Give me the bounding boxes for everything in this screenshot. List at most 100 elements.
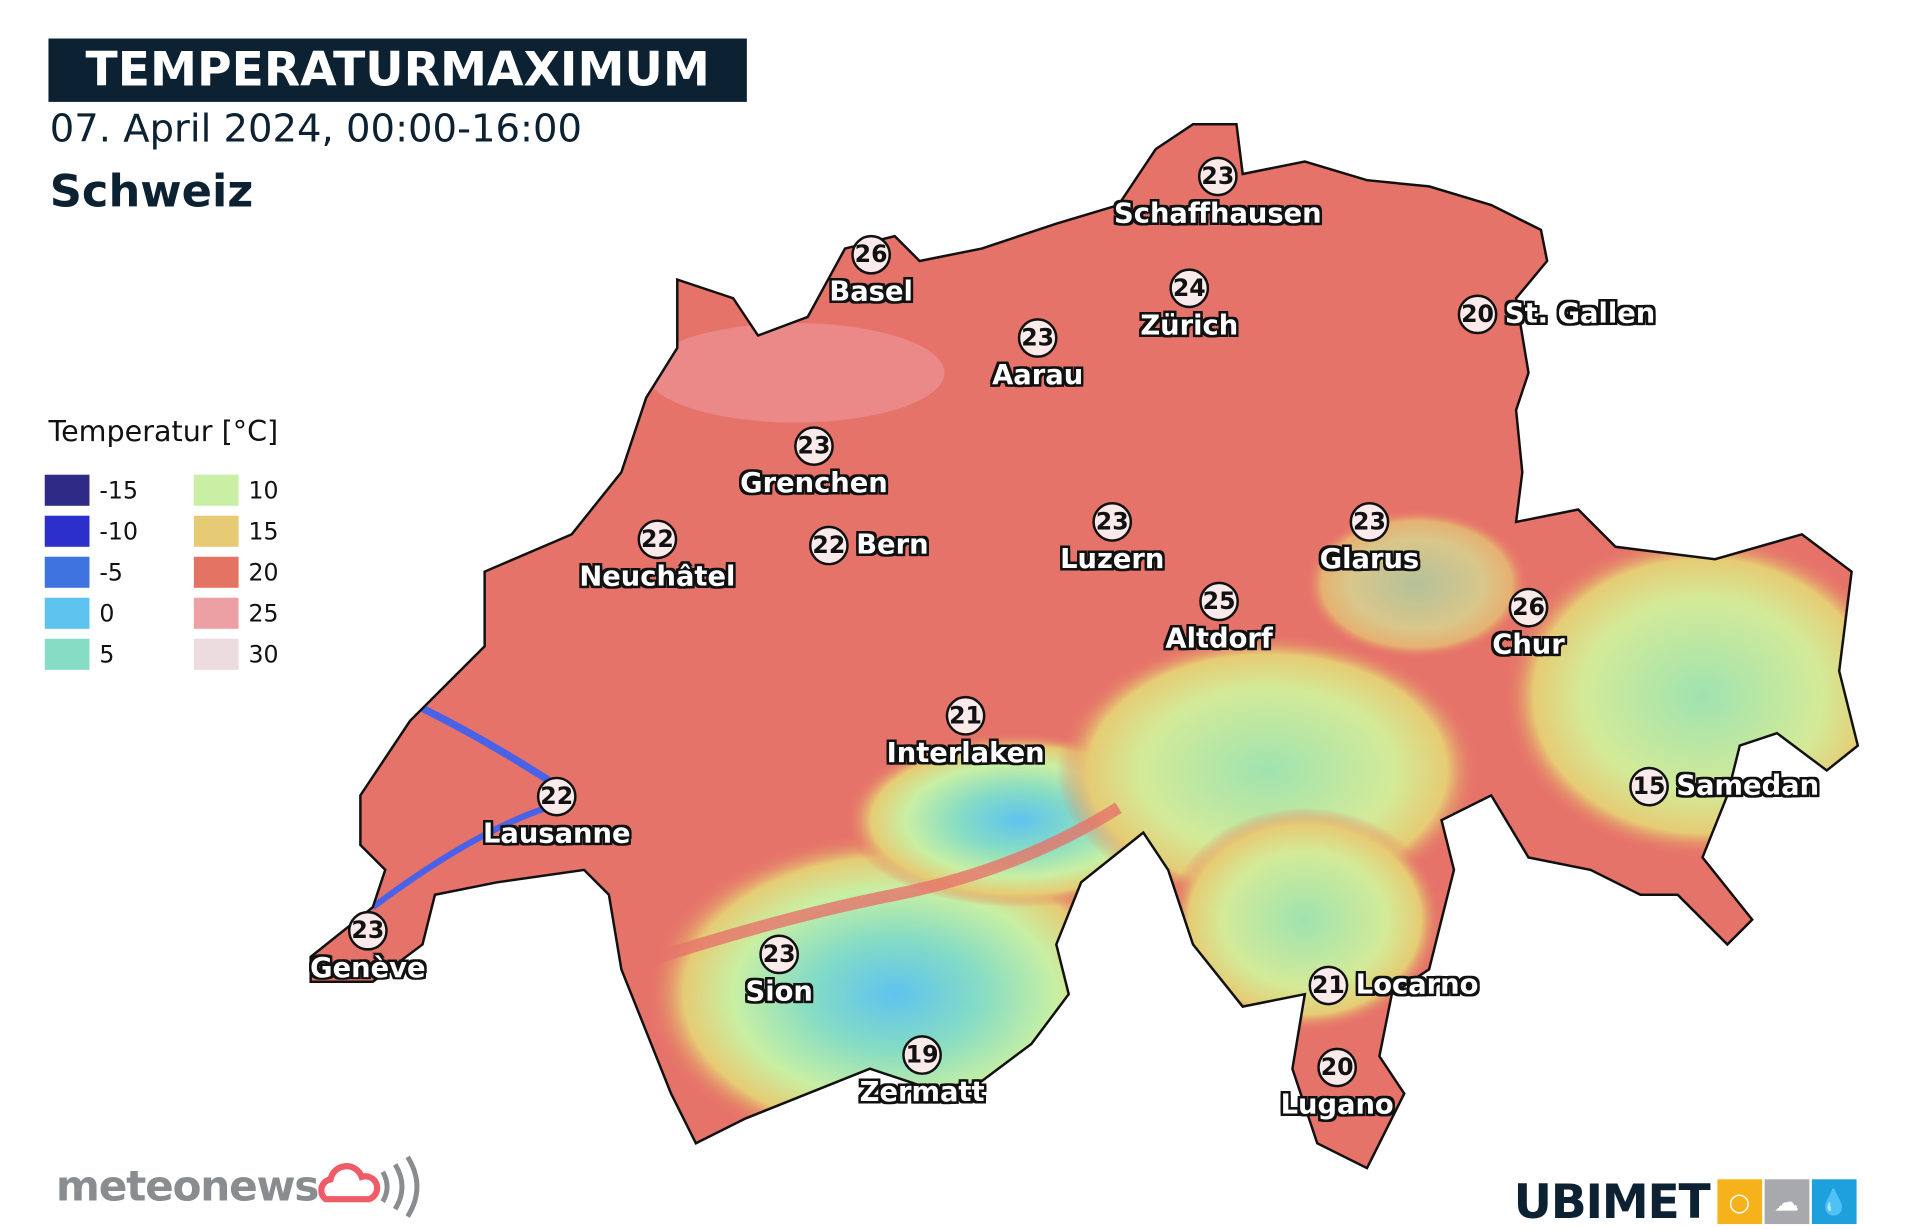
temperature-value: 22 [637, 519, 678, 560]
city-label: St. Gallen [1504, 298, 1656, 330]
legend-swatch [193, 556, 239, 588]
city-label: Glarus [1319, 544, 1420, 576]
city-label: Luzern [1060, 544, 1165, 576]
legend-swatch [193, 638, 239, 670]
legend-value: 30 [248, 640, 279, 668]
region-name: Schweiz [49, 166, 254, 218]
temperature-value: 22 [536, 776, 577, 817]
legend-value: -15 [99, 476, 138, 504]
legend-item: 15 [193, 515, 343, 547]
legend-swatch [44, 515, 90, 547]
temperature-value: 23 [347, 910, 388, 951]
map-title: TEMPERATURMAXIMUM [48, 38, 747, 102]
meteonews-logo-text: meteonews [55, 1161, 320, 1212]
ubimet-logo-text: UBIMET [1513, 1174, 1711, 1229]
temperature-value: 25 [1199, 581, 1239, 622]
legend-value: 5 [99, 640, 115, 668]
city-label: Interlaken [886, 738, 1045, 770]
city-marker: 24 Zürich [1140, 268, 1238, 342]
city-marker: 23 Glarus [1320, 502, 1419, 575]
sun-icon: ○ [1716, 1179, 1762, 1225]
temperature-value: 15 [1629, 766, 1669, 807]
city-label: Aarau [992, 360, 1084, 392]
legend-value: 15 [248, 517, 279, 545]
temperature-value: 20 [1317, 1047, 1358, 1088]
city-marker: 23 Genève [310, 910, 426, 984]
city-marker: 19 Zermatt [860, 1035, 985, 1108]
ubimet-logo: UBIMET ○ ☁ 💧 [1514, 1174, 1857, 1229]
meteonews-logo: meteonews [56, 1149, 430, 1224]
temperature-value: 26 [851, 234, 892, 275]
city-label: Altdorf [1165, 623, 1273, 655]
city-marker: 25 Altdorf [1165, 581, 1273, 655]
legend-item: -15 [44, 474, 194, 506]
legend-swatch [44, 556, 90, 588]
city-label: Schaffhausen [1114, 198, 1322, 230]
city-marker: 26 Chur [1492, 587, 1565, 661]
date-range: 07. April 2024, 00:00-16:00 [49, 106, 582, 152]
temperature-value: 24 [1169, 268, 1210, 309]
city-label: Genève [310, 953, 426, 985]
legend-item: 25 [193, 597, 343, 629]
city-marker: 22 Lausanne [483, 776, 630, 850]
city-label: Lugano [1280, 1089, 1394, 1121]
legend-item: 30 [193, 638, 343, 670]
city-label: Sion [745, 976, 813, 1008]
city-marker: 22 Neuchâtel [579, 519, 735, 593]
temperature-value: 23 [759, 934, 800, 975]
city-label: Zürich [1140, 310, 1239, 342]
temperature-value: 23 [1017, 318, 1058, 358]
legend-value: 25 [248, 599, 279, 627]
city-label: Lausanne [482, 818, 631, 851]
city-label: Zermatt [859, 1077, 985, 1109]
temperature-value: 21 [945, 695, 986, 736]
legend-swatch [44, 597, 90, 629]
drop-icon: 💧 [1811, 1179, 1857, 1225]
city-marker: 23 Schaffhausen [1114, 156, 1322, 230]
temperature-value: 20 [1457, 294, 1498, 335]
city-marker: 23 Aarau [992, 318, 1083, 391]
legend-swatch [193, 474, 239, 506]
legend-swatch [44, 474, 90, 506]
city-label: Chur [1492, 630, 1565, 662]
city-marker: 23 Grenchen [740, 426, 888, 500]
legend-swatch [193, 597, 239, 629]
legend-item: 20 [193, 556, 343, 588]
city-label: Bern [856, 530, 929, 562]
city-marker: 20 Lugano [1281, 1047, 1394, 1121]
temperature-value: 23 [794, 426, 834, 467]
temperature-value: 22 [808, 525, 849, 566]
city-marker: 23 Luzern [1060, 502, 1164, 575]
legend-item: -10 [44, 515, 194, 547]
legend-title: Temperatur [°C] [48, 416, 279, 449]
city-label: Grenchen [740, 468, 888, 500]
temperature-value: 23 [1092, 502, 1133, 542]
legend: -15 10 -10 15 -5 20 0 25 5 30 [44, 474, 343, 670]
legend-value: 20 [248, 558, 279, 586]
temperature-value: 26 [1508, 587, 1549, 628]
legend-value: 10 [248, 476, 279, 504]
city-label: Samedan [1676, 771, 1820, 803]
city-marker: 22 Bern [808, 525, 929, 566]
city-marker: 20 St. Gallen [1457, 294, 1655, 335]
cloud-signal-icon [318, 1155, 420, 1218]
city-label: Basel [829, 277, 913, 309]
city-label: Locarno [1355, 969, 1479, 1001]
legend-value: -5 [99, 558, 123, 586]
temperature-value: 21 [1308, 965, 1349, 1006]
temperature-value: 23 [1197, 156, 1238, 197]
legend-swatch [193, 515, 239, 547]
city-marker: 15 Samedan [1629, 766, 1819, 807]
city-marker: 21 Locarno [1308, 965, 1478, 1006]
city-marker: 23 Sion [746, 934, 813, 1008]
city-marker: 26 Basel [829, 234, 913, 308]
legend-item: 0 [44, 597, 194, 629]
legend-value: 0 [99, 599, 115, 627]
legend-value: -10 [99, 517, 138, 545]
temperature-value: 23 [1349, 502, 1390, 542]
legend-swatch [44, 638, 90, 670]
legend-item: -5 [44, 556, 194, 588]
legend-item: 10 [193, 474, 343, 506]
